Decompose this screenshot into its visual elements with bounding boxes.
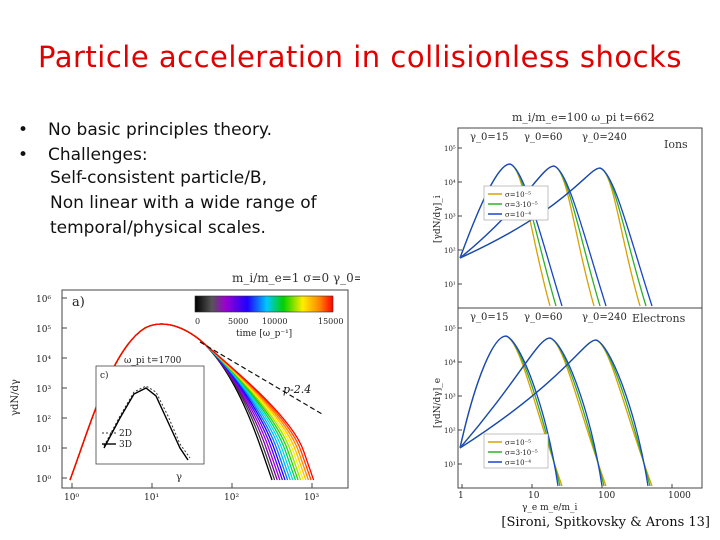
inset-frame (95, 365, 205, 465)
bullet-item: • Challenges: (18, 145, 148, 165)
left-x-tick-label: 10¹ (144, 493, 159, 503)
inset-legend-3d: 3D (119, 440, 132, 450)
legend-entry: σ=10⁻⁴ (505, 459, 531, 467)
left-y-tick-label: 10⁴ (36, 355, 51, 365)
colorbar-tick-label: 10000 (262, 317, 287, 326)
right-y-tick-label: 10² (444, 247, 456, 255)
right-x-tick-label: 10 (528, 491, 540, 501)
electrons-gamma-2: γ_0=60 (524, 312, 562, 323)
right-y-tick-label: 10¹ (444, 461, 456, 469)
left-figure-header: m_i/m_e=1 σ=0 γ_0=15 (232, 271, 360, 285)
right-x-tick-label: 100 (598, 491, 615, 501)
ions-gamma-3: γ_0=240 (582, 132, 627, 143)
right-y-tick-label: 10⁴ (444, 179, 456, 187)
right-x-ticks: 1 10 100 1000 (458, 484, 691, 501)
panel-label: a) (72, 295, 85, 310)
citation: [Sironi, Spitkovsky & Arons 13] (501, 515, 710, 530)
electrons-gamma-1: γ_0=15 (470, 312, 508, 323)
right-y-tick-label: 10² (444, 427, 456, 435)
electrons-legend: σ=10⁻⁵ σ=3·10⁻⁵ σ=10⁻⁴ (483, 433, 549, 469)
electrons-gamma-3: γ_0=240 (582, 312, 627, 323)
left-y-tick-label: 10² (36, 415, 51, 425)
legend-entry: σ=3·10⁻⁵ (505, 201, 538, 209)
bullet-item: • No basic principles theory. (18, 120, 272, 140)
right-x-tick-label: 1 (458, 491, 464, 501)
legend-entry: σ=10⁻⁴ (505, 211, 531, 219)
electrons-label: Electrons (632, 312, 686, 325)
ions-spectra (459, 163, 653, 307)
inset-title: ω_pi t=1700 (124, 356, 182, 366)
spectrum-curve (459, 163, 563, 307)
right-y-tick-label: 10⁵ (444, 145, 456, 153)
bullet-text: No basic principles theory. (48, 120, 272, 140)
electrons-spectra (459, 335, 653, 487)
left-xlabel: γ (176, 472, 182, 483)
colorbar-ticks: 0 5000 10000 15000 (195, 317, 343, 326)
sub-line: Non linear with a wide range of (50, 193, 317, 213)
electrons-ylabel: [γdN/dγ]_e (433, 378, 443, 428)
inset-label: c) (100, 370, 109, 381)
left-ylabel: γdN/dγ (10, 379, 21, 416)
left-x-tick-label: 10² (224, 493, 239, 503)
left-y-tick-label: 10¹ (36, 445, 51, 455)
inset-legend-2d: 2D (119, 429, 132, 439)
colorbar-tick-label: 5000 (228, 317, 248, 326)
right-figure-header: m_i/m_e=100 ω_pi t=662 (512, 111, 654, 124)
ions-gamma-1: γ_0=15 (470, 132, 508, 143)
colorbar-label: time [ω_p⁻¹] (236, 329, 292, 339)
right-xlabel: γ_e m_e/m_i (522, 503, 577, 513)
spectrum-curve (459, 163, 557, 307)
ions-legend: σ=10⁻⁵ σ=3·10⁻⁵ σ=10⁻⁴ (483, 185, 549, 221)
inset-curve-2d (103, 385, 191, 459)
ions-gamma-2: γ_0=60 (524, 132, 562, 143)
left-plot-frame (61, 289, 349, 489)
right-y-tick-label: 10³ (444, 393, 456, 401)
spectrum-curve (459, 335, 559, 487)
ions-ylabel: [γdN/dγ]_i (433, 195, 443, 243)
ions-label: Ions (664, 138, 688, 151)
right-x-tick-label: 1000 (668, 491, 691, 501)
right-y-tick-label: 10³ (444, 213, 456, 221)
inset-curve-3d (103, 387, 189, 461)
electrons-panel-frame (457, 307, 703, 489)
left-y-ticks: 10⁰ 10¹ 10² 10³ 10⁴ 10⁵ 10⁶ (36, 295, 67, 485)
left-x-tick-label: 10³ (304, 493, 319, 503)
colorbar (194, 295, 334, 313)
sub-line: Self-consistent particle/B, (50, 168, 267, 188)
left-x-ticks: 10⁰ 10¹ 10² 10³ (64, 483, 319, 503)
left-y-tick-label: 10⁰ (36, 475, 51, 485)
legend-entry: σ=10⁻⁵ (505, 191, 531, 199)
legend-entry: σ=10⁻⁵ (505, 439, 531, 447)
right-figure: m_i/m_e=100 ω_pi t=662 γ_0=15 γ_0=60 γ_0… (433, 111, 703, 513)
right-y-tick-label: 10⁴ (444, 359, 456, 367)
right-y-ticks: 10⁵ 10⁴ 10³ 10² 10¹ 10⁵ 10⁴ 10³ 10² 10¹ (444, 145, 462, 469)
sub-line: temporal/physical scales. (50, 218, 266, 238)
right-y-tick-label: 10¹ (444, 281, 456, 289)
left-y-tick-label: 10⁵ (36, 325, 51, 335)
bullet-text: Challenges: (48, 145, 148, 165)
colorbar-tick-label: 0 (195, 317, 200, 326)
left-y-tick-label: 10³ (36, 385, 51, 395)
left-x-tick-label: 10⁰ (64, 493, 79, 503)
left-y-tick-label: 10⁶ (36, 295, 51, 305)
legend-entry: σ=3·10⁻⁵ (505, 449, 538, 457)
slope-label: p-2.4 (283, 383, 311, 396)
slide-title: Particle acceleration in collisionless s… (38, 40, 682, 74)
right-y-tick-label: 10⁵ (444, 325, 456, 333)
spectrum-curve (459, 339, 649, 487)
bullet-list: • No basic principles theory. • Challenges… (18, 118, 272, 168)
colorbar-tick-label: 15000 (318, 317, 343, 326)
spectrum-curve (459, 337, 603, 487)
left-figure: m_i/m_e=1 σ=0 γ_0=15 a) 10⁰10¹10²10³10⁴1… (10, 271, 360, 503)
